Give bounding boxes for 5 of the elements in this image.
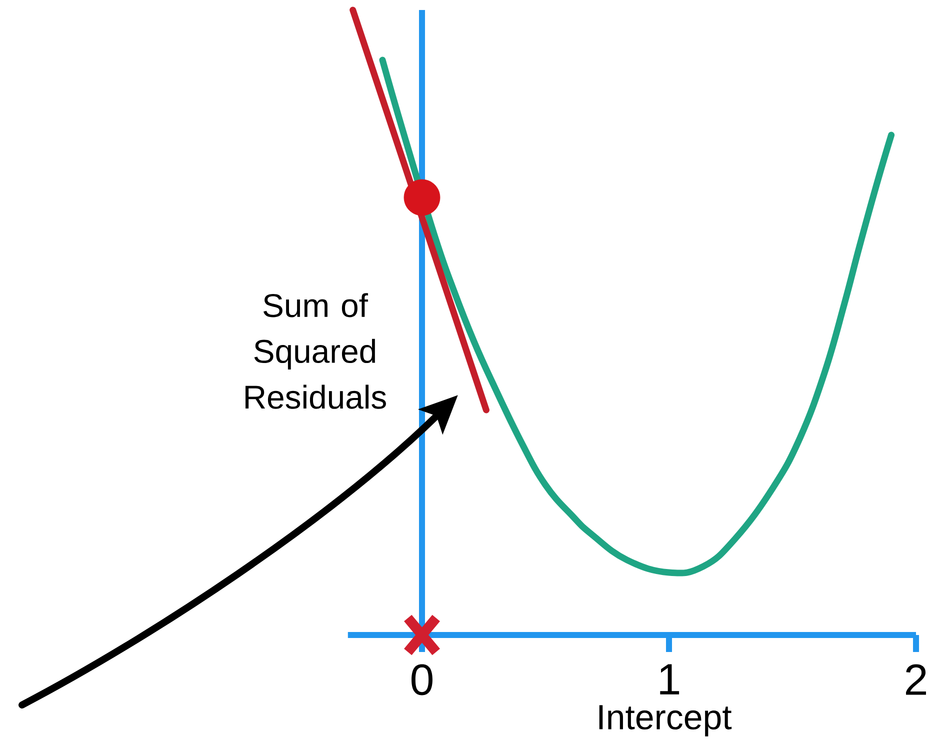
x-tick-label: 2	[906, 664, 926, 695]
x-tick-label: 0	[412, 664, 432, 696]
x-tick-label: 1	[660, 664, 680, 694]
x-axis-title: Intercept	[599, 705, 732, 736]
y-axis-title: Sum of Squared Residuals	[246, 293, 386, 409]
